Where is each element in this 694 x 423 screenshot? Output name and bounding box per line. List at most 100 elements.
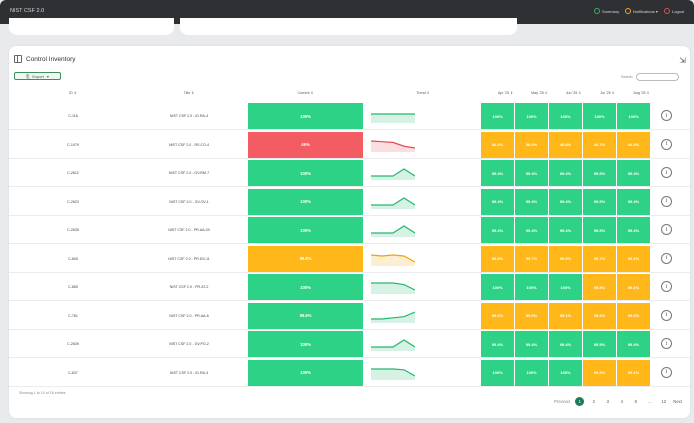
month-score: 100% [549,103,582,129]
month-score: 99.4% [515,188,548,215]
info-icon[interactable]: i [661,252,672,264]
app-title: NIST CSF 2.0 [10,8,45,14]
page-5[interactable]: 5 [634,399,637,404]
info-icon[interactable]: i [661,309,672,321]
current-score: 100% [248,160,363,186]
page-2[interactable]: 2 [592,399,595,404]
pagination-next[interactable]: Next [673,399,682,404]
logout-icon [664,8,670,14]
month-score: 99.4% [617,188,650,215]
month-score: 99.1% [617,274,650,300]
month-score: 46.2% [481,131,514,158]
month-score: 99.4% [481,160,514,186]
month-score: 99.0% [481,302,514,329]
info-icon[interactable]: i [661,167,672,178]
col-header-title[interactable]: Title ⇕ [183,91,195,95]
chevron-down-icon: ▾ [46,73,49,79]
page-4[interactable]: 4 [620,399,623,404]
control-id: C-761 [68,313,78,318]
month-score: 99.4% [617,331,650,357]
month-score: 46.0% [515,131,548,158]
control-title: NIST CSF 2.0 - RS.CO-4 [168,142,210,147]
trend-sparkline [371,225,415,237]
control-id: C-2612 [67,171,79,175]
control-id: C-1079 [67,142,79,147]
month-score: 100% [515,274,548,300]
trend-sparkline [371,282,415,294]
col-header-id[interactable]: ID ⇕ [69,91,77,95]
table-row[interactable]: C-118 NIST CSF 2.0 - ID.RA-4 100% 100% 100% 1… [9,102,690,130]
pagination-previous[interactable]: Previous [554,399,571,404]
col-header-trend[interactable]: Trend ⇕ [416,91,430,95]
expand-icon[interactable]: ⇲ [679,56,686,65]
table-row[interactable]: C-1079 NIST CSF 2.0 - RS.CO-4 46% 46.2% 46.0… [9,131,690,159]
month-score: 99.4% [481,188,514,215]
search-input[interactable] [636,73,679,81]
current-score: 100% [248,331,363,357]
control-title: NIST CSF 2.0 - GV.RM-7 [168,171,210,175]
current-score: 100% [248,359,363,386]
table-row[interactable]: C-637 NIST CSF 2.0 - ID.RA-3 100% 100% 100% 1… [9,359,690,387]
month-score: 100% [481,103,514,129]
month-score: 45.8% [549,131,582,158]
info-icon[interactable]: i [661,110,672,121]
nav-notifications[interactable]: Notifications ▾ [625,8,658,14]
info-icon[interactable]: i [661,224,672,235]
month-score: 99.4% [481,331,514,357]
month-score: 100% [549,359,582,386]
info-icon[interactable]: i [661,138,672,150]
col-header-jul[interactable]: Jul '25 ⇕ [600,91,615,95]
info-icon[interactable]: i [661,281,672,292]
control-title: NIST CSF 2.0 - ID.RA-4 [169,114,209,118]
month-score: 100% [617,103,650,129]
table-row[interactable]: C-2623 NIST CSF 2.0 - GV.OV-1 100% 99.4% 99.… [9,188,690,216]
info-icon[interactable]: i [661,366,672,378]
nav-summary[interactable]: Summary [594,8,619,14]
control-title: NIST CSF 2.0 - PR.AT-2 [169,285,209,289]
export-icon: ⎘ [26,73,30,79]
month-score: 99.2% [583,302,616,329]
month-score: 99.4% [617,217,650,243]
nav-logout[interactable]: Logout [664,8,684,14]
control-title: NIST CSF 2.0 - PR.DS-11 [168,256,210,261]
col-header-apr[interactable]: Apr '25 ⇕ [497,91,514,95]
current-score: 100% [248,103,363,129]
month-score: 100% [481,274,514,300]
current-score: 100% [248,217,363,243]
summary-card-right [180,18,517,35]
trend-sparkline [371,196,415,209]
table-row[interactable]: C-2635 NIST CSF 2.0 - PR.AA-03 100% 99.4% 99… [9,216,690,244]
col-header-current[interactable]: Current ⇕ [297,91,314,95]
month-score: 99.1% [617,245,650,272]
trend-sparkline [371,253,415,266]
pagination: Previous 1 2 3 4 5 … 12 Next [554,397,682,406]
month-score: 99.4% [549,188,582,215]
table-row[interactable]: C-2639 NIST CSF 2.0 - GV.PO-2 100% 99.4% 99.… [9,330,690,358]
trend-sparkline [371,168,415,180]
table-row[interactable]: C-761 NIST CSF 2.0 - PR.AA-6 99.6% 99.0% 99.… [9,302,690,330]
month-score: 99.4% [549,160,582,186]
month-score: 99.5% [583,160,616,186]
info-icon[interactable]: i [661,338,672,349]
control-id: C-855 [68,285,78,289]
month-score: 99.0% [515,302,548,329]
month-score: 99.9% [583,359,616,386]
page-1[interactable]: 1 [575,397,585,406]
table-row[interactable]: C-805 NIST CSF 2.0 - PR.DS-11 99.8% 99.8% 99… [9,245,690,273]
page-3[interactable]: 3 [606,399,609,404]
month-score: 99.4% [515,331,548,357]
col-header-may[interactable]: May '25 ⇕ [531,91,548,95]
current-score: 100% [248,188,363,215]
control-id: C-2635 [67,228,79,232]
col-header-aug[interactable]: Aug '25 ⇕ [633,91,650,95]
current-score: 46% [248,131,363,158]
table-row[interactable]: C-855 NIST CSF 2.0 - PR.AT-2 100% 100% 100% 1… [9,273,690,301]
table-row[interactable]: C-2612 NIST CSF 2.0 - GV.RM-7 100% 99.4% 99.… [9,159,690,187]
month-score: 99.1% [549,302,582,329]
info-icon[interactable]: i [661,195,672,207]
control-id: C-805 [68,256,78,261]
month-score: 99.7% [583,245,616,272]
col-header-jun[interactable]: Jun '25 ⇕ [565,91,582,95]
export-button[interactable]: ⎘ Export ▾ [14,72,61,80]
page-12[interactable]: 12 [661,399,667,404]
